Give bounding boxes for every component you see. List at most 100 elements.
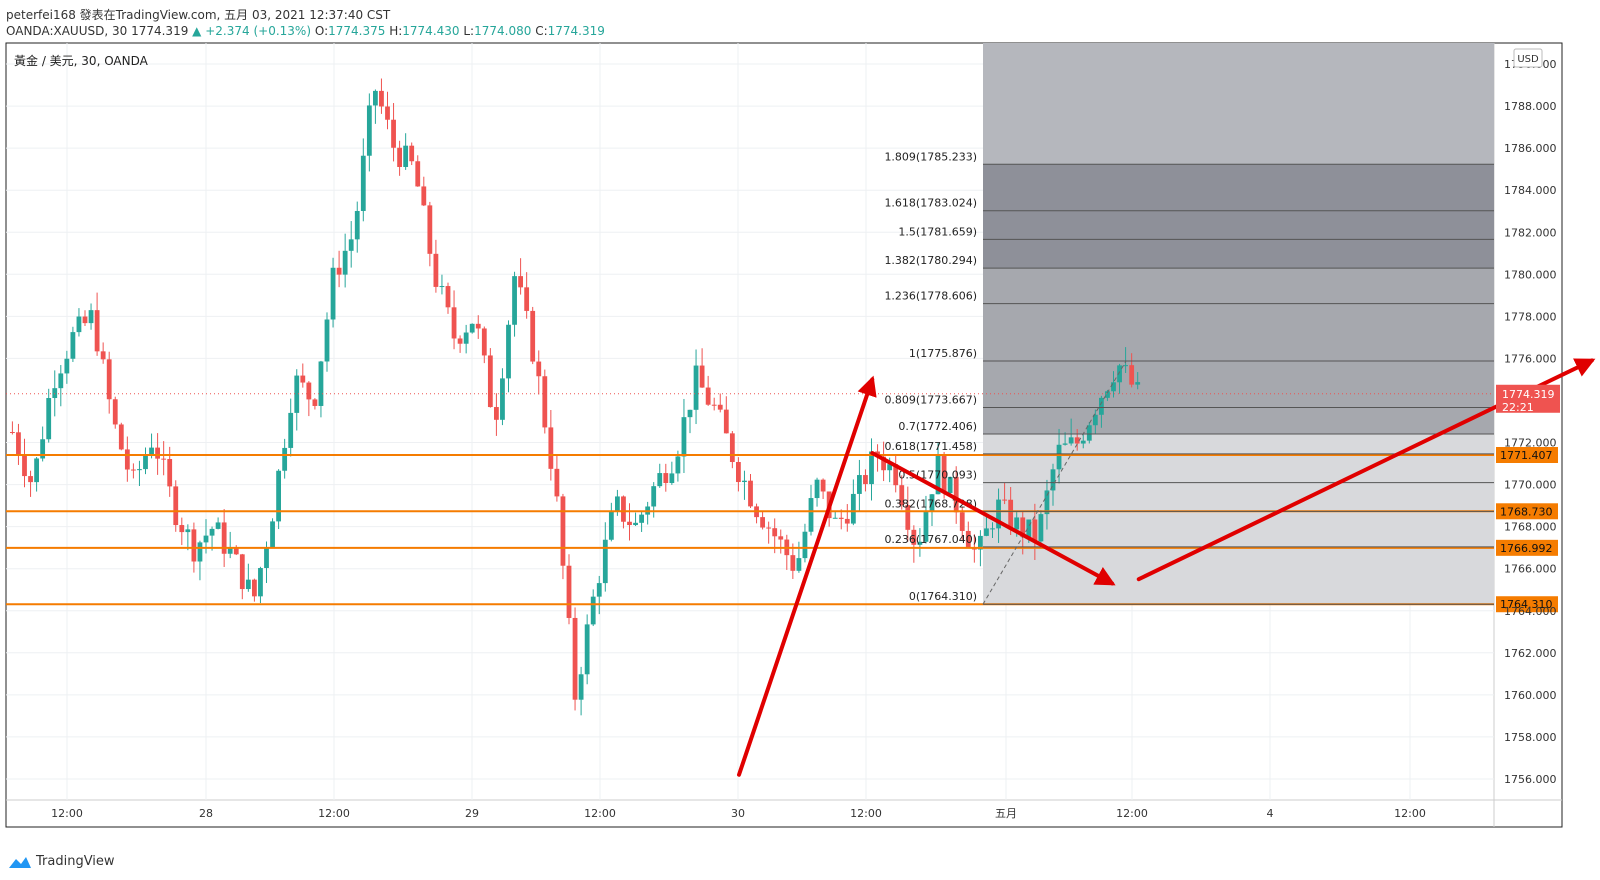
candle-body xyxy=(1105,391,1110,398)
candle-body xyxy=(487,355,493,408)
candle-body xyxy=(258,568,263,597)
candle-body xyxy=(524,287,530,311)
candle-body xyxy=(137,469,142,471)
time-tick-label: 12:00 xyxy=(850,807,882,820)
candle-body xyxy=(1008,499,1014,530)
candle-body xyxy=(1002,499,1007,501)
candle-body xyxy=(1117,365,1122,383)
candle-body xyxy=(687,409,693,418)
candle-body xyxy=(844,518,850,524)
close-value: 1774.319 xyxy=(547,24,605,38)
candle-body xyxy=(953,476,959,513)
candle-body xyxy=(1014,517,1020,530)
candle-body xyxy=(306,382,312,400)
candle-body xyxy=(397,147,402,167)
candle-body xyxy=(427,205,433,254)
time-tick-label: 12:00 xyxy=(584,807,616,820)
candle-body xyxy=(814,479,820,499)
candle-body xyxy=(512,276,517,325)
candle-body xyxy=(10,432,15,434)
candle-body xyxy=(923,511,929,542)
time-tick-label: 30 xyxy=(731,807,745,820)
candle-body xyxy=(179,525,185,533)
candle-body xyxy=(772,528,778,537)
candle-body xyxy=(917,541,923,545)
candle-body xyxy=(850,493,856,524)
candle-body xyxy=(590,596,596,625)
candle-body xyxy=(197,542,203,562)
candle-body xyxy=(748,480,753,507)
candle-body xyxy=(457,338,463,344)
countdown-label: 22:21 xyxy=(1502,401,1534,414)
price-tick-label: 1766.000 xyxy=(1504,563,1557,576)
fib-level-label: 0(1764.310) xyxy=(909,590,977,603)
candle-body xyxy=(717,404,723,410)
candle-body xyxy=(1086,425,1092,441)
price-tick-label: 1762.000 xyxy=(1504,647,1557,660)
time-tick-label: 五月 xyxy=(995,807,1017,820)
candle-body xyxy=(796,558,802,571)
candles xyxy=(6,78,1494,716)
candle-body xyxy=(790,555,796,571)
candle-body xyxy=(379,90,384,107)
candle-body xyxy=(536,361,542,377)
fib-level-label: 0.382(1768.728) xyxy=(884,497,977,510)
current-price-label: 1774.319 xyxy=(1502,388,1555,401)
candle-body xyxy=(475,323,481,329)
candle-body xyxy=(959,512,965,531)
trend-arrow xyxy=(870,451,1116,586)
tradingview-brand[interactable]: TradingView xyxy=(8,854,115,869)
candle-body xyxy=(1056,444,1062,470)
candle-body xyxy=(778,536,784,540)
candle-body xyxy=(191,529,197,562)
price-tick-label: 1788.000 xyxy=(1504,100,1557,113)
candle-body xyxy=(705,387,711,405)
candle-body xyxy=(131,469,136,471)
candle-body xyxy=(481,328,487,356)
candle-body xyxy=(1111,382,1116,392)
candle-body xyxy=(16,432,21,456)
candle-body xyxy=(282,447,288,471)
candle-body xyxy=(929,494,935,512)
fib-band xyxy=(983,433,1494,605)
candle-body xyxy=(838,517,844,519)
candle-body xyxy=(161,458,167,460)
candle-body xyxy=(518,276,523,288)
time-tick-label: 4 xyxy=(1267,807,1274,820)
high-value: 1774.430 xyxy=(402,24,460,38)
candle-body xyxy=(373,90,378,106)
candle-body xyxy=(336,267,342,275)
trend-arrow xyxy=(737,375,877,777)
candle-body xyxy=(469,323,475,333)
candle-body xyxy=(1135,382,1141,385)
candle-body xyxy=(28,476,33,483)
candle-body xyxy=(385,106,390,120)
candle-body xyxy=(723,409,729,434)
candle-body xyxy=(451,307,457,339)
candle-body xyxy=(360,155,366,211)
candle-body xyxy=(990,528,995,530)
candle-body xyxy=(1026,519,1032,537)
candle-body xyxy=(143,455,148,470)
publish-info: peterfei168 發表在TradingView.com, 五月 03, 2… xyxy=(6,8,391,22)
price-tick-label: 1786.000 xyxy=(1504,142,1557,155)
candle-body xyxy=(965,530,971,548)
candle-body xyxy=(421,186,427,206)
candle-body xyxy=(1129,365,1135,385)
candle-body xyxy=(82,316,88,324)
fib-level-label: 0.618(1771.458) xyxy=(884,440,977,453)
candle-body xyxy=(657,473,663,487)
candle-body xyxy=(832,517,838,519)
price-tick-label: 1758.000 xyxy=(1504,731,1557,744)
candle-body xyxy=(627,521,632,526)
candle-body xyxy=(711,404,717,406)
candle-body xyxy=(124,449,130,470)
candle-body xyxy=(34,458,39,483)
currency-button[interactable] xyxy=(1513,48,1543,68)
candle-body xyxy=(863,475,868,485)
candle-body xyxy=(742,480,747,483)
support-tag xyxy=(1496,596,1558,613)
candle-body xyxy=(760,517,765,528)
candle-body xyxy=(663,473,669,484)
